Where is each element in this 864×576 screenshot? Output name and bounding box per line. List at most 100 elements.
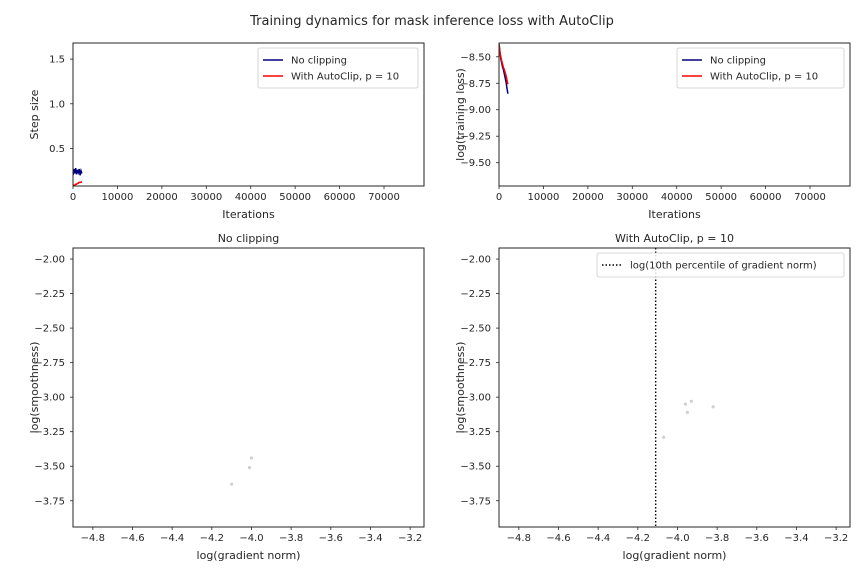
y-tick-label: −2.00 <box>460 255 491 266</box>
ticks: −4.8 −4.6 −4.4 −4.2 −4.0 −3.8 −3.6 −3.4 −3.2 −2.0… <box>460 255 848 544</box>
series-line <box>73 180 83 186</box>
x-tick-label: −3.4 <box>358 533 382 544</box>
x-tick-label: −3.6 <box>319 533 343 544</box>
panel-step_size: 0 10000 20000 30000 40000 50000 60000 70000 0.5 1… <box>28 42 425 221</box>
x-tick-label: 70000 <box>794 192 826 203</box>
x-tick-label: −3.2 <box>398 533 422 544</box>
x-tick-label: 30000 <box>616 192 648 203</box>
x-tick-label: 50000 <box>705 192 737 203</box>
x-axis-label: Iterations <box>648 208 701 221</box>
scatter-point <box>711 405 715 409</box>
scatter-point <box>247 466 252 470</box>
x-tick-label: −3.8 <box>279 533 303 544</box>
y-tick-label: −3.00 <box>460 393 491 404</box>
y-tick-label: −2.00 <box>34 255 65 266</box>
plot-area <box>654 248 715 527</box>
axes-frame <box>72 42 425 187</box>
x-tick-label: 40000 <box>235 192 267 203</box>
x-tick-label: 0 <box>496 192 502 203</box>
y-tick-label: −2.25 <box>34 289 65 300</box>
y-tick-label: −9.00 <box>460 105 491 116</box>
ticks: 0 10000 20000 30000 40000 50000 60000 70000 0.5 1… <box>49 55 400 203</box>
x-tick-label: 20000 <box>146 192 178 203</box>
y-tick-label: −8.75 <box>460 79 491 90</box>
series-line <box>499 44 509 85</box>
y-tick-label: −3.25 <box>460 427 491 438</box>
x-tick-label: −3.8 <box>705 533 729 544</box>
legend-label: log(10th percentile of gradient norm) <box>630 261 817 272</box>
y-tick-label: 1.0 <box>49 99 65 110</box>
x-tick-label: −4.2 <box>200 533 224 544</box>
plot-area <box>73 167 83 186</box>
x-tick-label: 60000 <box>750 192 782 203</box>
legend-label: With AutoClip, p = 10 <box>710 72 818 83</box>
y-tick-label: 1.5 <box>49 55 65 66</box>
legend-label: No clipping <box>710 56 766 67</box>
x-tick-label: 20000 <box>572 192 604 203</box>
figure-title: Training dynamics for mask inference los… <box>249 14 614 29</box>
y-tick-label: −3.00 <box>34 393 65 404</box>
y-tick-label: −2.75 <box>34 358 65 369</box>
x-tick-label: 50000 <box>279 192 311 203</box>
legend-label: No clipping <box>291 56 347 67</box>
x-tick-label: −3.2 <box>824 533 848 544</box>
x-tick-label: −4.4 <box>586 533 610 544</box>
x-tick-label: 70000 <box>368 192 400 203</box>
x-axis-label: log(gradient norm) <box>623 549 727 562</box>
y-tick-label: −3.50 <box>460 462 491 473</box>
x-tick-label: −4.6 <box>120 533 144 544</box>
scatter-point <box>230 482 234 486</box>
panel-training_loss: 0 10000 20000 30000 40000 50000 60000 70000 −8.5… <box>454 42 851 221</box>
x-tick-label: 0 <box>70 192 76 203</box>
axes-frame <box>498 42 851 187</box>
x-tick-label: 30000 <box>190 192 222 203</box>
series-line <box>73 167 83 176</box>
x-tick-label: −4.8 <box>507 533 531 544</box>
panel-autoclip_scatter: With AutoClip, p = 10−4.8 −4.6 −4.4 −4.2 −4.… <box>454 232 851 562</box>
legend: log(10th percentile of gradient norm) <box>596 252 845 278</box>
x-tick-label: −4.2 <box>626 533 650 544</box>
scatter-point <box>661 435 666 439</box>
x-tick-label: 40000 <box>661 192 693 203</box>
ticks: −4.8 −4.6 −4.4 −4.2 −4.0 −3.8 −3.6 −3.4 −3.2 −2.0… <box>34 255 422 544</box>
x-tick-label: −4.4 <box>160 533 184 544</box>
y-axis-label: Step size <box>28 89 41 139</box>
x-tick-label: 10000 <box>528 192 560 203</box>
axes-frame <box>72 247 425 528</box>
y-tick-label: −8.50 <box>460 52 491 63</box>
panel-title: With AutoClip, p = 10 <box>615 232 734 245</box>
y-tick-label: −9.50 <box>460 158 491 169</box>
legend-box <box>257 47 419 89</box>
scatter-point <box>685 410 689 414</box>
scatter-point <box>689 399 693 403</box>
y-tick-label: −9.25 <box>460 132 491 143</box>
panel-title: No clipping <box>218 232 280 245</box>
ticks: 0 10000 20000 30000 40000 50000 60000 70000 −8.5… <box>460 52 826 203</box>
plot-area <box>230 456 254 486</box>
x-tick-label: −4.0 <box>239 533 263 544</box>
y-tick-label: −3.75 <box>34 496 65 507</box>
x-axis-label: log(gradient norm) <box>197 549 301 562</box>
scatter-point <box>683 402 688 406</box>
y-tick-label: −2.75 <box>460 358 491 369</box>
panel-no_clipping_scatter: No clipping−4.8 −4.6 −4.4 −4.2 −4.0 −3.8 −3.6−… <box>28 232 425 562</box>
legend: No clipping With AutoClip, p = 10 <box>676 47 845 89</box>
y-axis-label: log(smoothness) <box>454 342 467 434</box>
scatter-point <box>249 456 254 460</box>
legend-box <box>596 252 845 278</box>
legend-label: With AutoClip, p = 10 <box>291 72 399 83</box>
y-axis-label: log(training loss) <box>454 68 467 161</box>
y-tick-label: −3.25 <box>34 427 65 438</box>
y-tick-label: 0.5 <box>49 144 65 155</box>
axes-frame <box>498 247 851 528</box>
y-axis-label: log(smoothness) <box>28 342 41 434</box>
x-tick-label: 10000 <box>102 192 134 203</box>
legend: No clipping With AutoClip, p = 10 <box>257 47 419 89</box>
y-tick-label: −2.50 <box>34 324 65 335</box>
x-tick-label: −4.0 <box>665 533 689 544</box>
y-tick-label: −2.50 <box>460 324 491 335</box>
x-tick-label: −4.8 <box>81 533 105 544</box>
x-tick-label: 60000 <box>324 192 356 203</box>
plot-area <box>499 44 509 94</box>
